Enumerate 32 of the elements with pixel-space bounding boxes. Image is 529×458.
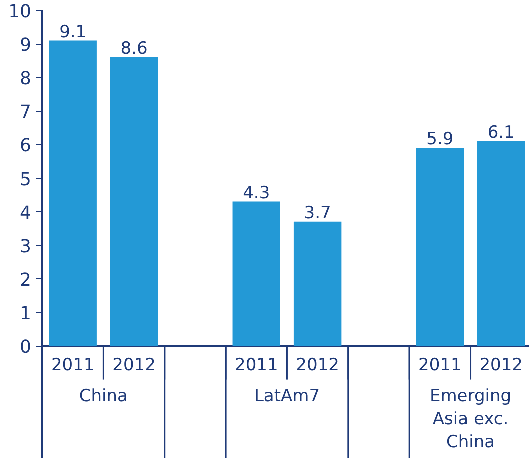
x-tick-label: LatAm7 xyxy=(254,386,320,407)
y-tick-label: 9 xyxy=(20,35,32,56)
text: 2012 xyxy=(480,356,523,376)
x-tick-label: Emerging Asia exc. China xyxy=(430,386,512,453)
text: 2012 xyxy=(296,356,340,376)
y-tick-label: 1 xyxy=(20,304,32,325)
y-tick-label: 8 xyxy=(20,68,32,90)
y-tick-label: 6 xyxy=(20,136,32,157)
y-tick-label: 3 xyxy=(20,236,32,258)
y-tick-label: 5 xyxy=(20,169,32,190)
data-label: 5.9 xyxy=(426,130,454,150)
data-label: 4.3 xyxy=(243,183,270,204)
series-label: 2011 xyxy=(51,356,95,376)
bar xyxy=(49,40,97,346)
data-label: 9.1 xyxy=(60,22,87,42)
text: 2011 xyxy=(418,356,462,376)
y-tick-label: 2 xyxy=(20,270,32,291)
bar xyxy=(477,141,526,346)
data-label: 6.1 xyxy=(488,123,515,144)
x-tick-label: China xyxy=(79,386,128,407)
y-tick-label: 0 xyxy=(20,337,32,358)
y-tick-label: 7 xyxy=(20,102,32,124)
bar xyxy=(416,148,464,346)
data-label: 8.6 xyxy=(120,39,148,60)
bar xyxy=(294,222,342,346)
bar xyxy=(110,57,158,346)
y-tick-label: 10 xyxy=(8,2,32,22)
y-tick-label: 4 xyxy=(20,202,32,224)
bar xyxy=(232,202,280,346)
series-label: 2012 xyxy=(112,356,156,376)
text: 2011 xyxy=(235,356,278,376)
data-label: 3.7 xyxy=(304,204,332,224)
